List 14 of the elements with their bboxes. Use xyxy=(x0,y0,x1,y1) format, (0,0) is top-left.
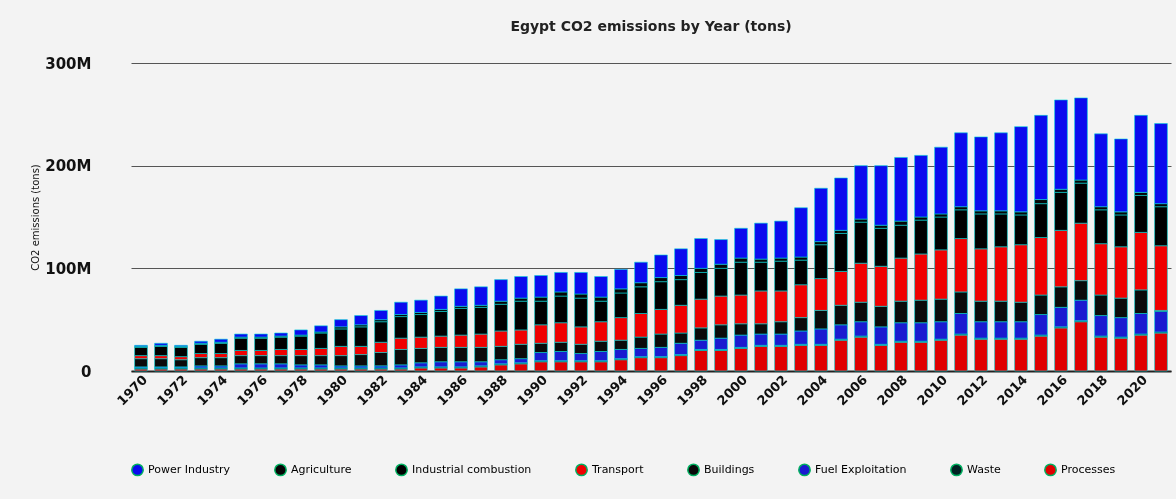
legend-label: Agriculture xyxy=(291,462,352,476)
legend-label: Transport xyxy=(591,462,645,476)
y-axis-title: CO2 emissions (tons) xyxy=(30,164,42,271)
y-tick-label: 100M xyxy=(45,259,92,278)
legend-label: Buildings xyxy=(704,462,755,476)
chart-title: Egypt CO2 emissions by Year (tons) xyxy=(510,18,792,34)
legend-label: Industrial combustion xyxy=(412,462,532,476)
legend-label: Processes xyxy=(1061,462,1116,476)
y-tick-label: 200M xyxy=(45,157,92,176)
legend-label: Waste xyxy=(967,462,1001,476)
y-tick-label: 0 xyxy=(81,362,92,381)
legend-label: Power Industry xyxy=(148,462,231,476)
legend-label: Fuel Exploitation xyxy=(815,462,907,476)
y-tick-label: 300M xyxy=(45,54,92,73)
